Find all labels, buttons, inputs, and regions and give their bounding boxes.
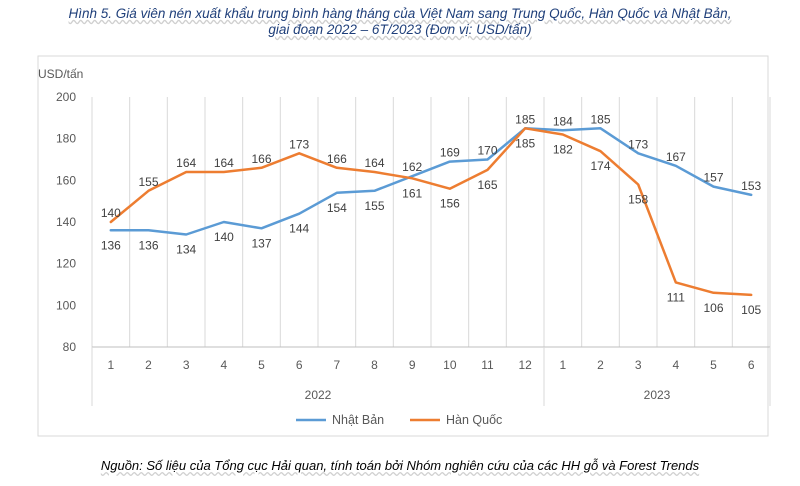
x-tick-label: 8 bbox=[371, 358, 378, 372]
data-label: 106 bbox=[703, 301, 723, 315]
x-tick-label: 4 bbox=[672, 358, 679, 372]
data-label: 173 bbox=[289, 137, 309, 151]
data-label: 154 bbox=[327, 201, 347, 215]
data-label: 184 bbox=[553, 114, 573, 128]
year-label: 2023 bbox=[644, 388, 671, 402]
x-tick-label: 12 bbox=[518, 358, 532, 372]
data-label: 140 bbox=[214, 230, 234, 244]
series-line bbox=[109, 127, 753, 297]
data-label: 155 bbox=[138, 175, 158, 189]
data-label: 166 bbox=[327, 152, 347, 166]
data-label: 136 bbox=[101, 238, 121, 252]
x-tick-label: 11 bbox=[481, 358, 494, 372]
x-tick-label: 3 bbox=[183, 358, 190, 372]
data-label: 157 bbox=[703, 171, 723, 185]
data-label: 156 bbox=[440, 197, 460, 211]
y-tick-label: 100 bbox=[56, 298, 76, 312]
data-label: 167 bbox=[666, 150, 686, 164]
data-label: 185 bbox=[515, 112, 535, 126]
x-tick-label: 7 bbox=[333, 358, 340, 372]
data-label: 161 bbox=[402, 186, 422, 200]
data-label: 169 bbox=[440, 146, 460, 160]
chart-caption: Hình 5. Giá viên nén xuất khẩu trung bìn… bbox=[0, 6, 800, 38]
caption-line-2: giai đoạn 2022 – 6T/2023 (Đơn vị: USD/tấ… bbox=[268, 22, 532, 37]
y-tick-label: 160 bbox=[56, 173, 76, 187]
legend-label: Nhật Bản bbox=[332, 413, 384, 427]
data-label: 185 bbox=[590, 112, 610, 126]
x-tick-label: 1 bbox=[107, 358, 114, 372]
data-label: 170 bbox=[477, 144, 497, 158]
x-tick-label: 1 bbox=[559, 358, 566, 372]
legend-label: Hàn Quốc bbox=[446, 413, 502, 427]
y-tick-label: 200 bbox=[56, 90, 76, 104]
data-label: 164 bbox=[364, 156, 384, 170]
data-label: 144 bbox=[289, 222, 309, 236]
x-tick-label: 6 bbox=[748, 358, 755, 372]
caption-line-1: Hình 5. Giá viên nén xuất khẩu trung bìn… bbox=[68, 6, 732, 21]
x-tick-label: 4 bbox=[220, 358, 227, 372]
x-tick-label: 2 bbox=[145, 358, 152, 372]
year-label: 2022 bbox=[305, 388, 332, 402]
source-note: Nguồn: Số liệu của Tổng cục Hải quan, tí… bbox=[100, 458, 700, 473]
data-label: 137 bbox=[251, 236, 271, 250]
data-label: 111 bbox=[667, 290, 686, 304]
data-label: 165 bbox=[477, 178, 497, 192]
y-tick-label: 80 bbox=[63, 340, 77, 354]
data-label: 173 bbox=[628, 137, 648, 151]
y-tick-label: 120 bbox=[56, 257, 76, 271]
x-tick-label: 5 bbox=[710, 358, 717, 372]
x-tick-label: 2 bbox=[597, 358, 604, 372]
data-label: 158 bbox=[628, 193, 648, 207]
data-label: 153 bbox=[741, 179, 761, 193]
data-label: 140 bbox=[101, 206, 121, 220]
data-label: 134 bbox=[176, 243, 196, 257]
series-line bbox=[109, 127, 753, 236]
x-tick-label: 10 bbox=[443, 358, 457, 372]
data-label: 185 bbox=[515, 136, 535, 150]
data-label: 155 bbox=[364, 199, 384, 213]
x-tick-label: 5 bbox=[258, 358, 265, 372]
data-label: 164 bbox=[214, 156, 234, 170]
x-tick-label: 6 bbox=[296, 358, 303, 372]
data-label: 136 bbox=[138, 238, 158, 252]
x-tick-label: 9 bbox=[409, 358, 416, 372]
data-label: 166 bbox=[251, 152, 271, 166]
y-tick-label: 180 bbox=[56, 132, 76, 146]
data-label: 105 bbox=[741, 303, 761, 317]
x-tick-label: 3 bbox=[635, 358, 642, 372]
y-axis-label: USD/tấn bbox=[38, 67, 83, 81]
y-tick-label: 140 bbox=[56, 215, 76, 229]
data-label: 164 bbox=[176, 156, 196, 170]
data-label: 174 bbox=[590, 159, 610, 173]
data-label: 162 bbox=[402, 160, 422, 174]
chart-frame bbox=[37, 55, 769, 437]
data-label: 182 bbox=[553, 143, 573, 157]
